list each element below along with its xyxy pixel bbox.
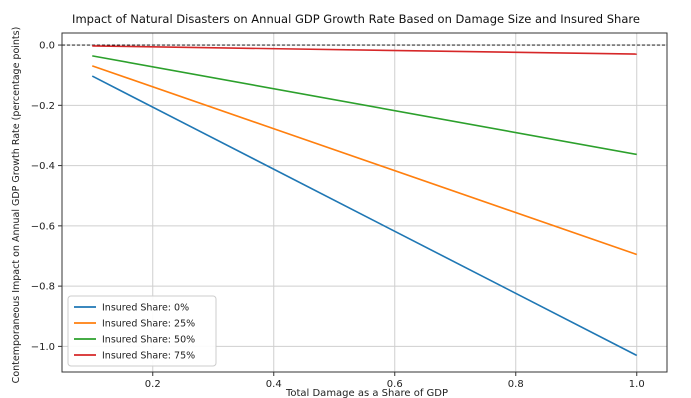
x-tick-label: 0.4 — [266, 379, 282, 390]
x-tick-label: 0.8 — [508, 379, 524, 390]
series-line-1 — [91, 65, 638, 256]
series-line-3 — [92, 45, 637, 55]
legend-label-1: Insured Share: 25% — [102, 319, 195, 330]
y-axis-title: Contemporaneous Impact on Annual GDP Gro… — [11, 27, 22, 384]
y-tick-label: −1.0 — [31, 342, 55, 353]
y-tick-label: −0.4 — [31, 161, 55, 172]
legend-label-2: Insured Share: 50% — [102, 335, 195, 346]
y-tick-label: −0.6 — [31, 221, 55, 232]
legend-label-3: Insured Share: 75% — [102, 351, 195, 362]
x-tick-label: 0.2 — [145, 379, 161, 390]
x-tick-label: 0.6 — [387, 379, 403, 390]
legend-label-0: Insured Share: 0% — [102, 303, 189, 314]
x-tick-label: 1.0 — [629, 379, 645, 390]
plot-frame — [61, 32, 668, 373]
x-axis-title: Total Damage as a Share of GDP — [285, 388, 448, 398]
plot-area: 0.2 0.4 0.6 0.8 1.0 0.0 −0.2 −0.4 −0.6 −0.8 −1.0 In… — [31, 32, 668, 390]
y-tick-label: −0.2 — [31, 101, 55, 112]
series-line-0 — [91, 75, 638, 357]
chart-title: Impact of Natural Disasters on Annual GD… — [72, 12, 640, 26]
y-tick-label: −0.8 — [31, 282, 55, 293]
series-line-2 — [92, 55, 637, 156]
legend-box — [67, 295, 217, 367]
y-tick-label: 0.0 — [39, 41, 55, 52]
